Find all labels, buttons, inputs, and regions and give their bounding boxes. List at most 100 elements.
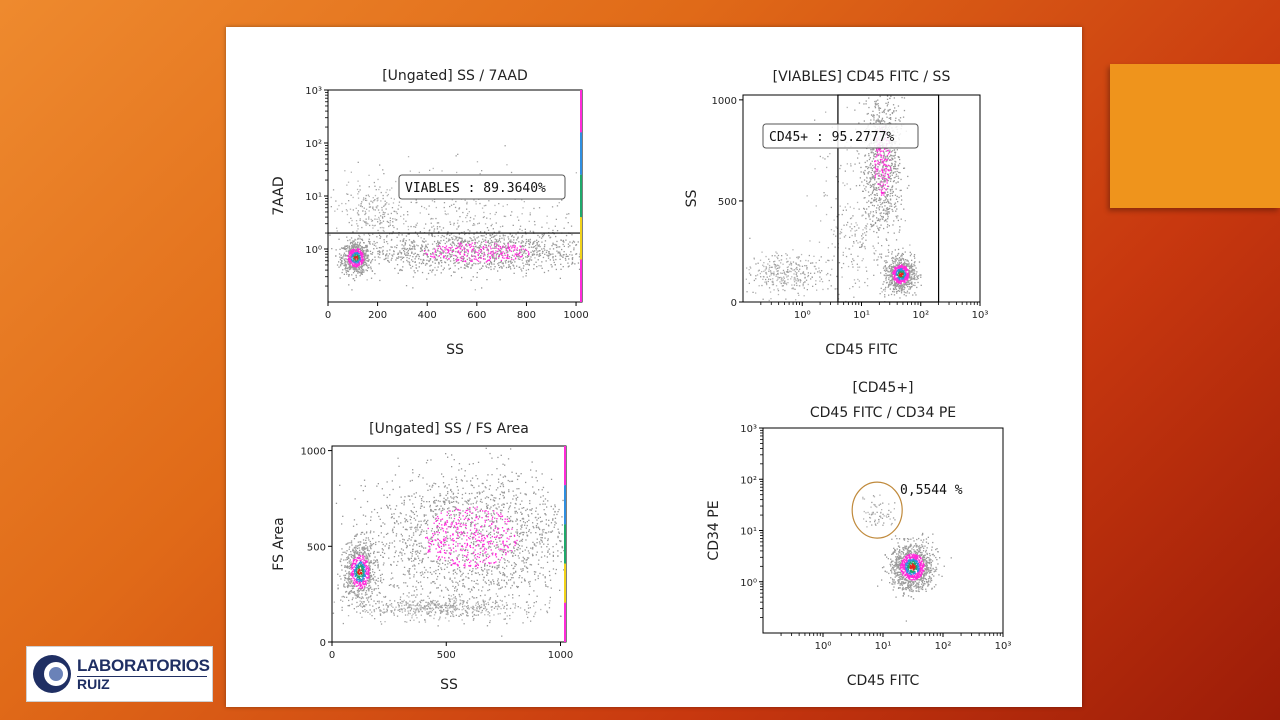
event-dot — [878, 188, 880, 190]
event-dot — [895, 278, 897, 280]
event-dot — [898, 252, 900, 255]
event-dot — [523, 252, 525, 254]
event-dot — [780, 279, 782, 281]
event-dot — [532, 243, 534, 245]
event-dot — [773, 273, 775, 275]
event-dot — [560, 268, 562, 270]
event-dot — [476, 161, 479, 163]
event-dot — [403, 218, 405, 220]
event-dot — [417, 254, 420, 256]
event-dot — [873, 253, 876, 255]
event-dot — [893, 269, 896, 272]
event-dot — [899, 229, 901, 231]
event-dot — [466, 240, 469, 242]
event-dot — [796, 275, 798, 278]
event-dot — [900, 259, 902, 261]
event-dot — [818, 259, 820, 261]
event-dot — [900, 273, 902, 275]
event-dot — [889, 195, 891, 197]
event-dot — [490, 234, 492, 236]
event-dot — [498, 266, 501, 269]
event-dot — [474, 249, 476, 251]
event-dot — [788, 271, 790, 273]
event-dot — [889, 169, 892, 171]
event-dot — [879, 185, 881, 187]
event-dot — [552, 253, 554, 255]
event-dot — [360, 257, 362, 259]
event-dot — [552, 256, 554, 258]
event-dot — [877, 105, 880, 107]
event-dot — [357, 260, 359, 262]
event-dot — [348, 253, 350, 255]
event-dot — [894, 165, 896, 167]
event-dot — [351, 258, 353, 261]
event-dot — [893, 294, 896, 296]
event-dot — [475, 241, 477, 244]
event-dot — [349, 261, 351, 264]
event-dot — [839, 205, 841, 207]
event-dot — [865, 225, 867, 227]
event-dot — [521, 255, 523, 257]
event-dot — [831, 268, 833, 270]
event-dot — [402, 261, 405, 263]
event-dot — [362, 260, 365, 262]
event-dot — [883, 266, 885, 268]
event-dot — [504, 145, 506, 147]
event-dot — [522, 248, 524, 250]
event-dot — [913, 269, 915, 271]
event-dot — [893, 149, 895, 151]
event-dot — [330, 196, 332, 199]
event-dot — [360, 246, 362, 248]
event-dot — [519, 245, 521, 247]
event-dot — [378, 247, 381, 249]
event-dot — [888, 284, 890, 286]
event-dot — [900, 87, 901, 88]
event-dot — [518, 241, 520, 243]
event-dot — [488, 259, 491, 261]
event-dot — [881, 192, 884, 194]
event-dot — [866, 231, 868, 233]
event-dot — [383, 239, 385, 241]
event-dot — [557, 246, 559, 248]
event-dot — [570, 251, 572, 253]
event-dot — [882, 174, 884, 176]
event-dot — [885, 286, 887, 289]
event-dot — [861, 238, 863, 240]
event-dot — [889, 175, 891, 177]
event-dot — [895, 110, 897, 112]
event-dot — [386, 241, 388, 243]
event-dot — [467, 242, 469, 244]
event-dot — [467, 251, 469, 253]
event-dot — [885, 212, 887, 214]
event-dot — [897, 201, 899, 203]
event-dot — [556, 230, 559, 232]
event-dot — [567, 266, 569, 268]
event-dot — [352, 264, 354, 266]
event-dot — [872, 115, 874, 117]
event-dot — [506, 256, 508, 259]
event-dot — [504, 254, 506, 256]
event-dot — [509, 266, 511, 268]
event-dot — [506, 254, 509, 257]
event-dot — [589, 255, 590, 256]
event-dot — [896, 267, 898, 269]
event-dot — [883, 220, 886, 222]
event-dot — [906, 277, 908, 279]
event-dot — [760, 276, 762, 278]
event-dot — [379, 164, 381, 166]
event-dot — [529, 214, 531, 216]
event-dot — [463, 267, 465, 269]
event-dot — [805, 279, 808, 281]
event-dot — [364, 255, 366, 257]
event-dot — [372, 227, 374, 229]
event-dot — [761, 271, 763, 273]
event-dot — [423, 253, 425, 255]
event-dot — [900, 284, 903, 286]
event-dot — [840, 228, 843, 231]
event-dot — [392, 231, 394, 233]
event-dot — [346, 213, 349, 216]
event-dot — [503, 237, 505, 239]
event-dot — [548, 227, 550, 230]
event-dot — [406, 259, 408, 262]
event-dot — [396, 236, 398, 238]
